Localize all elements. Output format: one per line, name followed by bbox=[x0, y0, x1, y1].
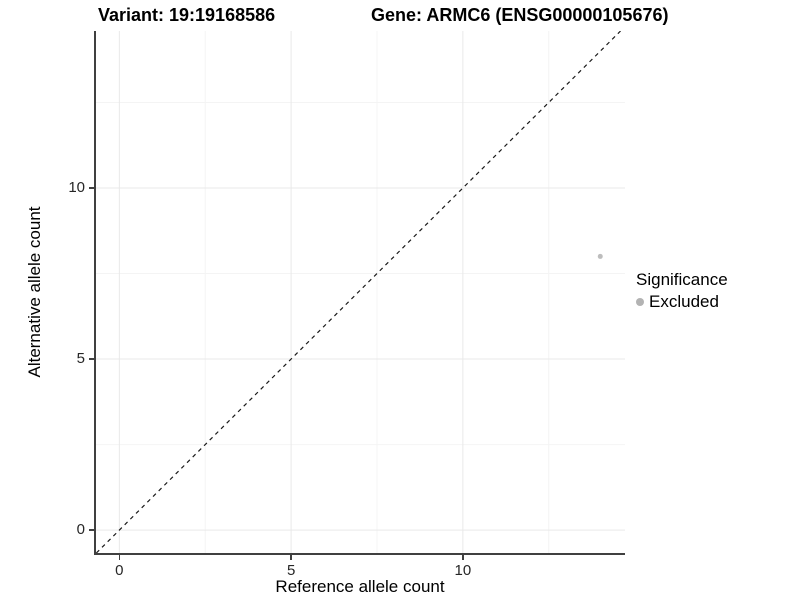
plot-title-gene: Gene: ARMC6 (ENSG00000105676) bbox=[371, 5, 669, 25]
x-tick-mark bbox=[462, 555, 464, 560]
plot-canvas bbox=[96, 31, 625, 553]
legend-point-icon bbox=[636, 298, 644, 306]
x-axis-label: Reference allele count bbox=[275, 577, 445, 596]
y-tick-label: 5 bbox=[76, 350, 85, 368]
identity-dashed-line bbox=[96, 31, 621, 553]
legend-item-excluded: Excluded bbox=[636, 292, 728, 312]
x-tick-label: 10 bbox=[454, 562, 472, 579]
y-tick-mark bbox=[89, 187, 94, 189]
x-tick-mark bbox=[290, 555, 292, 560]
x-tick-mark bbox=[118, 555, 121, 560]
x-tick-label: 0 bbox=[115, 562, 124, 579]
y-axis-label: Alternative allele count bbox=[25, 206, 44, 378]
y-tick-mark bbox=[89, 358, 94, 360]
x-tick-label: 5 bbox=[286, 562, 296, 579]
y-tick-label: 10 bbox=[68, 179, 85, 196]
plot-panel bbox=[94, 31, 625, 555]
plot-title-variant: Variant: 19:19168586 bbox=[98, 5, 276, 25]
legend-title: Significance bbox=[636, 270, 728, 289]
y-tick-label: 0 bbox=[76, 521, 85, 539]
legend-item-label: Excluded bbox=[649, 292, 719, 311]
legend: Significance Excluded bbox=[636, 269, 728, 312]
data-point bbox=[597, 253, 603, 259]
y-tick-mark bbox=[89, 529, 94, 531]
